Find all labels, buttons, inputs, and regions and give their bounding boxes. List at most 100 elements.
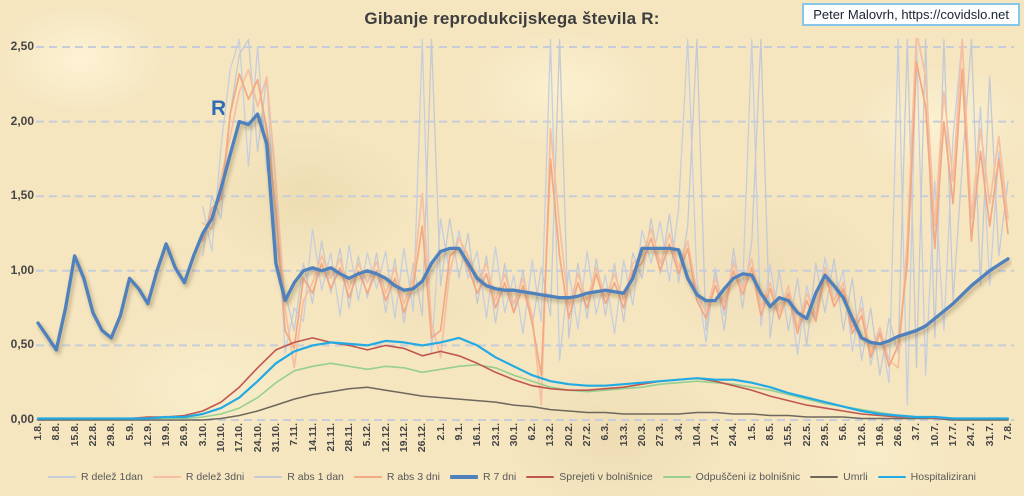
legend-label: Sprejeti v bolnišnice [559, 471, 653, 483]
attribution-box: Peter Malovrh, https://covidslo.net [802, 3, 1020, 26]
series-line-r-dele-3dni [201, 38, 1009, 406]
x-tick-label: 5.9. [123, 423, 136, 441]
x-tick-label: 27.3. [654, 423, 667, 447]
legend-item-r-7-dni: R 7 dni [450, 471, 516, 483]
legend-item-umrli: Umrli [810, 471, 868, 483]
x-tick-label: 13.2. [544, 423, 557, 447]
x-tick-label: 15.5. [782, 423, 795, 447]
x-tick-label: 19.9. [160, 423, 173, 447]
x-tick-label: 1.8. [32, 423, 44, 441]
x-tick-label: 20.3. [635, 423, 648, 447]
x-tick-label: 23.1. [489, 423, 502, 447]
y-tick-label: 0,00 [10, 412, 34, 426]
legend: R delež 1dan R delež 3dni R abs 1 dan R abs… [0, 467, 1024, 487]
x-tick-label: 6.2. [526, 423, 539, 441]
x-tick-label: 31.7. [983, 423, 996, 447]
legend-label: R delež 1dan [80, 471, 143, 483]
y-tick-label: 0,50 [10, 337, 34, 352]
x-tick-label: 22.5. [800, 423, 813, 447]
legend-label: Odpuščeni iz bolnišnic [695, 471, 801, 483]
x-tick-label: 1.5. [745, 423, 758, 441]
x-tick-label: 13.3. [617, 423, 630, 447]
x-tick-label: 17.10. [233, 423, 246, 453]
x-tick-label: 29.5. [818, 423, 831, 447]
legend-swatch-hospitalizirani [877, 475, 906, 479]
series-line-r-abs-1-dan [202, 38, 1009, 376]
legend-label: R delež 3dni [185, 471, 245, 483]
y-tick-label: 1,50 [10, 188, 34, 203]
x-tick-label: 2.1. [434, 423, 447, 441]
x-tick-label: 10.7. [928, 423, 941, 447]
x-tick-label: 12.12. [379, 423, 392, 453]
x-tick-label: 24.10. [251, 423, 264, 453]
legend-label: Hospitalizirani [910, 471, 977, 483]
chart-title: Gibanje reprodukcijskega števila R: [364, 9, 660, 28]
x-tick-label: 10.4. [690, 423, 703, 447]
y-tick-label: 2,50 [10, 39, 34, 53]
legend-swatch-r-abs-3-dni [353, 475, 382, 479]
legend-item-r-dele-1dan: R delež 1dan [47, 471, 143, 483]
x-tick-label: 8.5. [764, 423, 777, 441]
x-tick-label: 24.7. [965, 423, 978, 447]
series-line-r-dele-1dan [202, 38, 1009, 406]
series-line-hospitalizirani [36, 336, 1010, 420]
x-tick-label: 27.2. [581, 423, 594, 447]
legend-swatch-r-dele-1dan [47, 475, 76, 479]
x-tick-label: 17.7. [947, 423, 960, 447]
legend-item-r-abs-1-dan: R abs 1 dan [254, 471, 344, 483]
x-tick-label: 3.4. [672, 423, 685, 441]
legend-label: Umrli [843, 471, 868, 483]
x-tick-label: 30.1. [507, 423, 520, 447]
series-line-r-abs-3-dni [201, 61, 1009, 377]
x-tick-label: 19.6. [873, 423, 886, 447]
x-tick-label: 19.12. [398, 423, 411, 453]
x-tick-label: 21.11. [324, 423, 337, 452]
x-tick-label: 28.11. [343, 423, 356, 452]
series-line-sprejeti-v-bolni-nice [37, 337, 1009, 420]
x-tick-label: 3.7. [910, 423, 923, 441]
legend-label: R abs 3 dni [386, 471, 440, 483]
legend-swatch-r-7-dni [450, 475, 478, 479]
x-tick-label: 9.1. [452, 423, 465, 441]
series-line-r-7-dni [36, 112, 1010, 352]
x-tick-label: 17.4. [709, 423, 722, 447]
x-tick-label: 26.6. [892, 423, 905, 447]
x-tick-label: 10.10. [215, 423, 228, 453]
x-tick-label: 12.6. [855, 423, 868, 447]
x-tick-label: 29.8. [105, 423, 118, 447]
x-tick-label: 5.6. [837, 423, 850, 441]
legend-item-r-dele-3dni: R delež 3dni [152, 471, 245, 483]
x-tick-label: 8.8. [50, 423, 63, 441]
x-tick-label: 24.4. [727, 423, 740, 447]
x-tick-label: 31.10. [269, 423, 282, 453]
legend-label: R abs 1 dan [287, 471, 344, 483]
x-tick-label: 26.9. [178, 423, 191, 447]
legend-item-r-abs-3-dni: R abs 3 dni [353, 471, 440, 483]
series-line-umrli [37, 386, 1009, 421]
legend-swatch-umrli [810, 475, 839, 479]
legend-swatch-sprejeti-v-bolni-nice [526, 475, 555, 479]
y-tick-label: 1,00 [10, 262, 34, 277]
x-tick-label: 16.1. [471, 423, 484, 447]
x-tick-label: 3.10. [196, 423, 209, 447]
x-tick-label: 5.12. [361, 423, 374, 447]
x-tick-label: 14.11. [306, 423, 319, 452]
legend-item-odpu-eni-iz-bolni-nic: Odpuščeni iz bolnišnic [662, 471, 801, 483]
attribution-text: Peter Malovrh, https://covidslo.net [813, 7, 1009, 22]
legend-item-hospitalizirani: Hospitalizirani [877, 471, 977, 483]
legend-swatch-odpu-eni-iz-bolni-nic [662, 475, 691, 479]
y-tick-label: 2,00 [10, 113, 34, 128]
legend-label: R 7 dni [483, 471, 517, 483]
x-tick-label: 15.8. [68, 423, 81, 447]
x-tick-label: 12.9. [141, 423, 154, 447]
x-tick-label: 22.8. [86, 423, 99, 447]
x-tick-label: 20.2. [562, 423, 575, 447]
legend-swatch-r-dele-3dni [152, 475, 181, 479]
x-tick-label: 7.8. [1002, 423, 1014, 441]
x-tick-label: 7.11. [288, 423, 301, 446]
legend-swatch-r-abs-1-dan [254, 475, 283, 479]
r-annotation: R [211, 97, 227, 120]
legend-item-sprejeti-v-bolni-nice: Sprejeti v bolnišnice [526, 471, 653, 483]
